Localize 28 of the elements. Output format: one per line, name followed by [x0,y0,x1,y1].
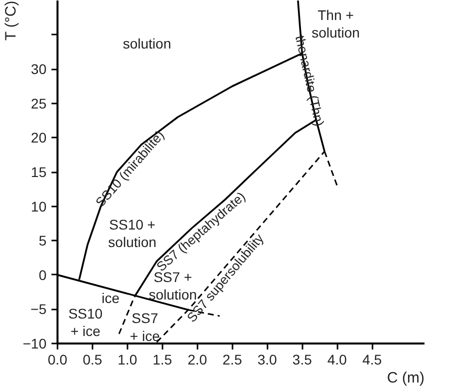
x-tick-label: 0.0 [48,352,68,368]
x-tick-label: 3.5 [292,352,312,368]
x-tick-label: 4.5 [362,352,382,368]
y-tick-label: 5 [38,232,47,249]
annotation: Thn + solution [312,7,360,41]
x-tick-label: 3.0 [257,352,278,368]
x-tick-label: 0.5 [82,352,102,368]
annotation: SS7 + ice [130,310,160,344]
y-axis-title: T (°C) [2,0,20,41]
x-tick-label: 2.5 [222,352,242,368]
y-tick-label: 0 [38,266,47,283]
annotation: solution [122,36,172,52]
annotation: SS10 + ice [68,305,103,340]
annotation: ice [102,290,120,306]
x-tick-label: 2.0 [188,352,208,368]
y-tick-label: −5 [30,301,47,318]
y-tick-label: 25 [30,95,47,112]
x-tick-label: 1.0 [118,352,138,368]
y-tick-label: 15 [30,164,47,180]
y-tick-label: 10 [30,198,47,214]
y-tick-label: 30 [30,61,47,78]
y-tick-label: 20 [30,130,47,146]
annotation: SS7 + solution [148,269,197,303]
x-tick-label: 4.0 [327,352,348,368]
y-tick-label: −10 [22,336,47,352]
annotation: SS10 + solution [108,216,156,250]
x-tick-label: 1.5 [152,352,172,368]
x-axis-title: C (m) [387,370,425,386]
